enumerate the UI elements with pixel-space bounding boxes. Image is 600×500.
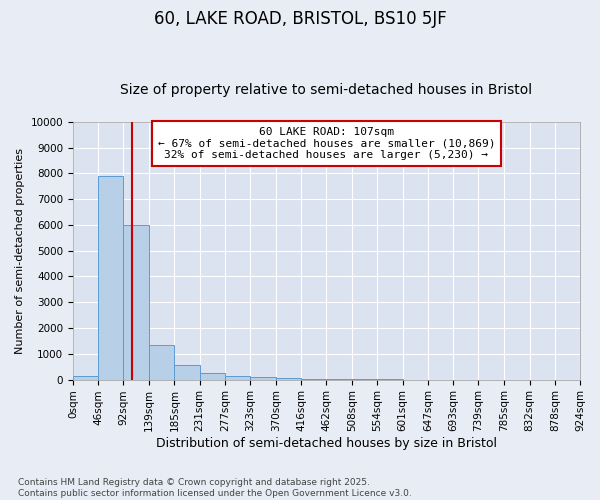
Text: Contains HM Land Registry data © Crown copyright and database right 2025.
Contai: Contains HM Land Registry data © Crown c… bbox=[18, 478, 412, 498]
Bar bbox=[225, 376, 250, 380]
Bar bbox=[175, 366, 200, 380]
Bar bbox=[124, 225, 149, 380]
Bar bbox=[149, 345, 175, 380]
Y-axis label: Number of semi-detached properties: Number of semi-detached properties bbox=[15, 148, 25, 354]
Bar bbox=[200, 373, 225, 380]
Bar bbox=[250, 377, 276, 380]
Bar bbox=[98, 176, 124, 380]
Text: 60 LAKE ROAD: 107sqm
← 67% of semi-detached houses are smaller (10,869)
32% of s: 60 LAKE ROAD: 107sqm ← 67% of semi-detac… bbox=[158, 127, 495, 160]
Bar bbox=[73, 376, 98, 380]
Bar bbox=[301, 379, 326, 380]
Bar bbox=[276, 378, 301, 380]
X-axis label: Distribution of semi-detached houses by size in Bristol: Distribution of semi-detached houses by … bbox=[156, 437, 497, 450]
Text: 60, LAKE ROAD, BRISTOL, BS10 5JF: 60, LAKE ROAD, BRISTOL, BS10 5JF bbox=[154, 10, 446, 28]
Title: Size of property relative to semi-detached houses in Bristol: Size of property relative to semi-detach… bbox=[121, 83, 533, 97]
